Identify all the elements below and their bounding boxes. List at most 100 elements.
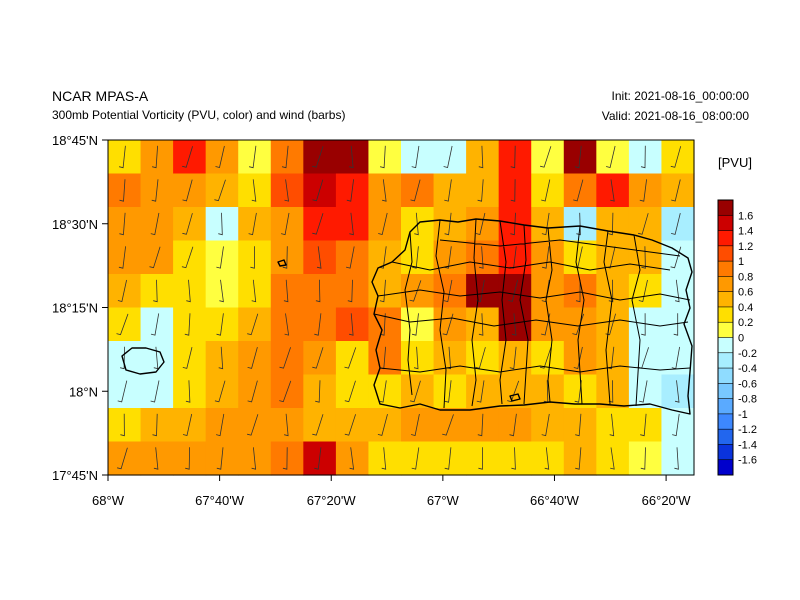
wind-barb (507, 380, 520, 403)
wind-barb (216, 413, 225, 437)
pv-grid (108, 140, 695, 476)
colorbar-swatch (718, 352, 733, 369)
wind-barb (675, 279, 680, 303)
wind-barb (182, 179, 193, 202)
wind-barb (541, 179, 551, 202)
colorbar-label: -1 (738, 409, 748, 421)
wind-barb (185, 380, 191, 403)
wind-barb (541, 313, 551, 336)
wind-barb (251, 447, 257, 470)
wind-barb (344, 380, 356, 403)
wind-barb (312, 414, 324, 436)
colorbar-swatch (718, 291, 733, 308)
colorbar-swatch (718, 444, 733, 461)
wind-barb (346, 246, 355, 269)
colorbar-label: 1.6 (738, 210, 753, 222)
wind-barb (377, 413, 388, 436)
wind-barb (247, 313, 259, 336)
wind-barb (575, 447, 582, 470)
wind-barb (314, 313, 322, 336)
wind-barb (347, 279, 353, 303)
colorbar-swatch (718, 368, 733, 384)
wind-barb (282, 447, 288, 470)
wind-barb (151, 179, 159, 202)
wind-barb (442, 414, 454, 436)
colorbar-swatch (718, 306, 733, 323)
wind-barb (608, 279, 614, 303)
wind-barb (219, 279, 224, 303)
init-time: Init: 2021-08-16_00:00:00 (611, 89, 749, 103)
colorbar-swatch (718, 200, 733, 216)
x-tick-label: 68°W (92, 493, 125, 508)
pv-cell (140, 240, 174, 275)
wind-barb (312, 213, 324, 235)
wind-barb (149, 246, 161, 269)
colorbar-label: 0.4 (738, 302, 753, 314)
wind-barb (610, 179, 615, 202)
wind-barb (284, 313, 290, 336)
x-tick-label: 67°W (427, 493, 460, 508)
colorbar-swatch (718, 413, 733, 430)
wind-barb (379, 380, 387, 403)
wind-barb (120, 413, 125, 437)
wind-barb (312, 179, 324, 202)
wind-barb (573, 346, 583, 369)
wind-barb (411, 313, 419, 336)
wind-barb (216, 246, 224, 269)
wind-barb (117, 447, 128, 470)
wind-barb (379, 279, 386, 303)
wind-barb (181, 246, 194, 269)
y-tick-label: 18°N (69, 384, 98, 399)
wind-barb (247, 380, 258, 403)
wind-barb (414, 212, 419, 236)
wind-barb (312, 146, 324, 168)
wind-barb (479, 246, 484, 269)
wind-barb (251, 179, 257, 202)
wind-barb (344, 347, 357, 369)
wind-barb (541, 212, 550, 236)
wind-barb (477, 413, 484, 437)
wind-barb (510, 212, 516, 236)
wind-barb (640, 145, 646, 169)
wind-barb (638, 213, 649, 235)
colorbar: 1.6 1.4 1.2 1 0.8 0.6 0.4 0.2 0 -0.2 -0.4 -0.6 -0.8 -… (717, 199, 757, 476)
wind-barb (575, 279, 581, 303)
wind-barb (639, 179, 647, 202)
wind-barb (279, 347, 291, 369)
wind-barb (477, 179, 484, 202)
wind-barb (412, 246, 419, 269)
x-axis: 68°W 67°40'W 67°20'W 67°W 66°40'W 66°20'W (92, 475, 691, 508)
wind-barb (478, 145, 484, 169)
wind-barb (608, 212, 614, 236)
wind-barb (284, 179, 289, 202)
wind-barb (117, 279, 127, 302)
wind-barb (540, 146, 552, 168)
wind-barb (119, 179, 126, 202)
wind-barb (349, 447, 355, 470)
wind-barb (182, 146, 193, 168)
pv-cell (108, 307, 142, 342)
wind-barb (544, 447, 550, 470)
wind-barb (218, 212, 223, 236)
wind-barb (511, 447, 516, 470)
chart-title: NCAR MPAS-A (52, 88, 149, 104)
wind-barb (442, 313, 454, 336)
wind-barb (119, 212, 126, 236)
colorbar-label: -1.2 (738, 424, 757, 436)
wind-barb (247, 346, 258, 369)
wind-barb (671, 213, 681, 235)
colorbar-swatch (718, 230, 733, 247)
wind-barb (444, 179, 452, 202)
wind-barb (411, 447, 420, 470)
wind-barb (542, 246, 550, 269)
pv-cell (173, 173, 207, 208)
colorbar-swatch (718, 322, 733, 338)
wind-barb (216, 447, 224, 470)
y-tick-label: 18°15'N (52, 301, 98, 316)
wind-barb (443, 145, 453, 168)
wind-barb (672, 413, 680, 437)
wind-barb (248, 212, 257, 236)
colorbar-label: 1 (738, 256, 744, 268)
wind-barb (249, 145, 257, 169)
